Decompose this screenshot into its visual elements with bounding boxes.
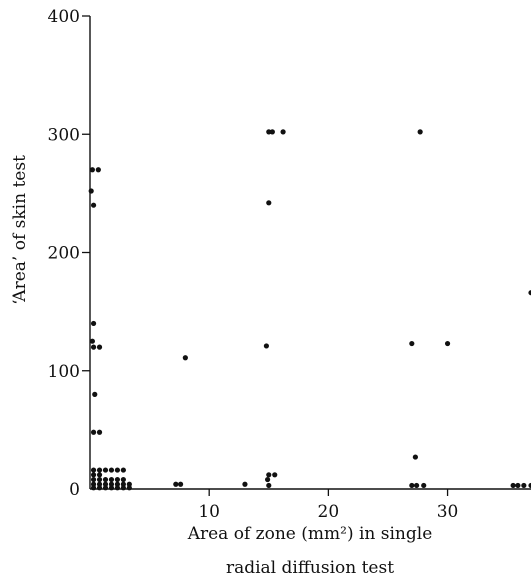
data-point [96, 485, 103, 491]
data-point [266, 200, 272, 206]
x-tick-label: 30 [437, 502, 459, 522]
data-point [114, 476, 121, 483]
data-point [242, 481, 248, 487]
data-point [96, 429, 103, 435]
data-point [90, 202, 97, 208]
data-point [528, 290, 531, 296]
data-point [90, 429, 97, 435]
data-point [90, 467, 97, 473]
data-point [108, 467, 115, 473]
ticks: 0 100 200 300 400 10 20 30 [48, 7, 459, 522]
data-point [108, 476, 115, 483]
data-point [266, 482, 272, 489]
data-point [173, 481, 179, 487]
data-point [96, 467, 103, 473]
y-tick-label: 100 [48, 362, 80, 382]
data-point [120, 467, 126, 473]
data-point [96, 476, 103, 483]
y-tick-label: 0 [69, 480, 80, 500]
data-point [96, 472, 103, 478]
data-point [521, 482, 527, 489]
x-axis-label-line-1: Area of zone (mm²) in single [187, 524, 433, 544]
data-point [114, 467, 121, 473]
y-axis-label: ‘Area’ of skin test [10, 155, 30, 305]
data-point [272, 472, 278, 478]
data-point [409, 482, 415, 489]
x-axis-label-line-2: radial diffusion test [226, 558, 394, 578]
data-point [266, 129, 272, 135]
data-point [264, 476, 271, 483]
data-point [88, 188, 94, 194]
data-point [269, 129, 275, 135]
data-point [177, 481, 184, 487]
data-point [90, 485, 97, 491]
data-point [417, 129, 423, 135]
data-point [266, 472, 272, 478]
data-point [89, 338, 95, 344]
data-point [182, 355, 188, 361]
data-point [444, 340, 451, 347]
data-point [90, 476, 97, 483]
data-point [90, 344, 97, 350]
data-point [102, 485, 109, 491]
data-point [95, 167, 101, 173]
data-points [88, 129, 531, 491]
y-tick-label: 400 [48, 7, 80, 27]
data-point [90, 320, 97, 327]
data-point [96, 344, 103, 350]
data-point [108, 485, 115, 491]
data-point [412, 454, 418, 460]
data-point [120, 485, 126, 491]
data-point [528, 482, 531, 489]
data-point [421, 482, 427, 489]
data-point [92, 391, 98, 397]
data-point [102, 476, 109, 483]
data-point [409, 340, 415, 347]
data-point [120, 476, 126, 483]
x-tick-label: 20 [318, 502, 340, 522]
data-point [126, 485, 132, 491]
data-point [89, 167, 95, 173]
data-point [90, 472, 97, 478]
data-point [102, 467, 109, 473]
x-tick-label: 10 [198, 502, 220, 522]
data-point [263, 343, 269, 349]
data-point [510, 482, 516, 489]
data-point [413, 482, 420, 489]
data-point [515, 482, 521, 489]
data-point [114, 485, 121, 491]
y-tick-label: 300 [48, 125, 80, 145]
axes [89, 16, 531, 490]
y-tick-label: 200 [48, 244, 80, 264]
data-point [280, 129, 286, 135]
